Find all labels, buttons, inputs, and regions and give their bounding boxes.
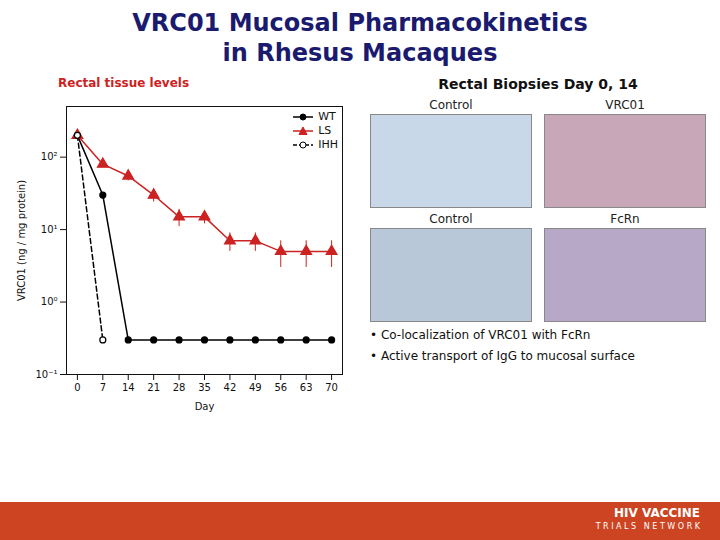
html-text:Rectal tissue levels: Rectal tissue levels	[58, 76, 190, 90]
svg-text:42: 42	[224, 382, 237, 393]
html-text:T R I A L S N E T W O R K: T R I A L S N E T W O R K	[595, 522, 700, 531]
svg-text:70: 70	[325, 382, 338, 393]
html-text:WT: WT	[318, 110, 336, 123]
html-text:VRC01: VRC01	[605, 98, 645, 112]
svg-text:VRC01 (ng / mg protein): VRC01 (ng / mg protein)	[16, 180, 27, 301]
svg-text:56: 56	[274, 382, 287, 393]
html-text:• Active transport of IgG to m: • Active transport of IgG to mucosal sur…	[370, 349, 635, 363]
svg-text:10⁻¹: 10⁻¹	[35, 369, 57, 380]
html-text:• Co-localization of VRC01 wit: • Co-localization of VRC01 with FcRn	[370, 328, 591, 342]
svg-text:Day: Day	[195, 401, 215, 412]
html-text:Control: Control	[429, 98, 473, 112]
svg-text:10¹: 10¹	[41, 224, 58, 235]
html-text:HIV VACCINE: HIV VACCINE	[613, 506, 700, 520]
svg-text:10²: 10²	[41, 151, 58, 162]
svg-text:10⁰: 10⁰	[41, 296, 58, 307]
html-text:Control: Control	[429, 212, 473, 226]
svg-text:63: 63	[300, 382, 313, 393]
html-text:VRC01 Mucosal Pharmacokinetics: VRC01 Mucosal Pharmacokinetics	[132, 9, 588, 37]
svg-text:28: 28	[173, 382, 186, 393]
svg-text:7: 7	[100, 382, 106, 393]
html-text:IHH: IHH	[318, 138, 338, 151]
svg-text:0: 0	[74, 382, 80, 393]
html-text:FcRn: FcRn	[610, 212, 640, 226]
html-text:LS: LS	[318, 124, 332, 137]
svg-text:21: 21	[147, 382, 160, 393]
svg-text:49: 49	[249, 382, 262, 393]
html-text:Rectal Biopsies Day 0, 14: Rectal Biopsies Day 0, 14	[438, 76, 638, 92]
svg-text:14: 14	[122, 382, 135, 393]
html-text:in Rhesus Macaques: in Rhesus Macaques	[222, 39, 498, 67]
svg-text:35: 35	[198, 382, 211, 393]
